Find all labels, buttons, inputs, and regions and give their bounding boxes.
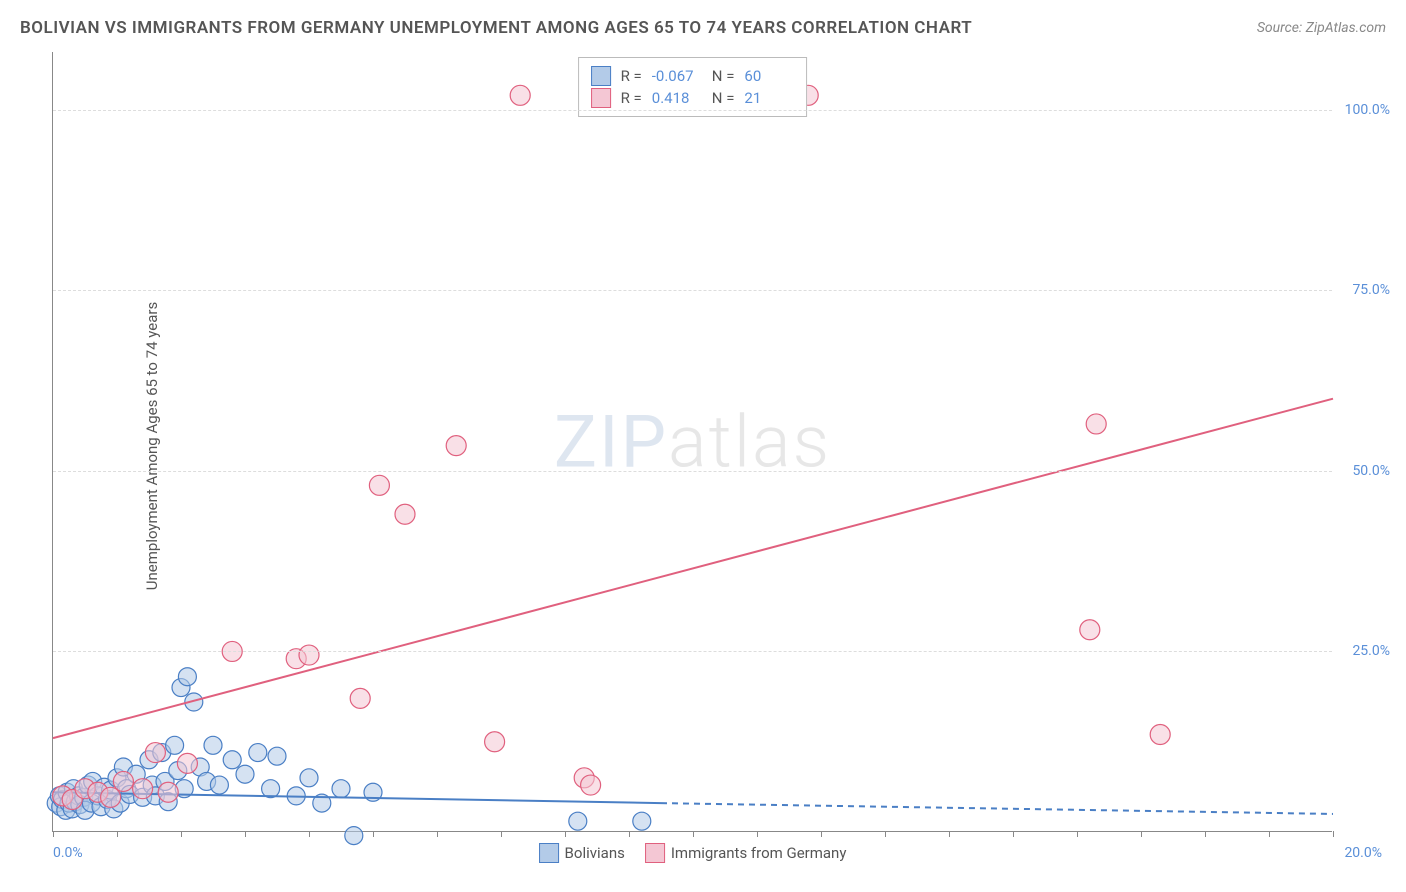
data-point [369,475,389,495]
stats-row: R = -0.067 N = 60 [591,66,795,86]
data-point [158,782,178,802]
x-tick [501,831,502,837]
chart-title: BOLIVIAN VS IMMIGRANTS FROM GERMANY UNEM… [20,18,972,38]
data-point [395,504,415,524]
data-point [350,688,370,708]
x-tick [565,831,566,837]
y-tick-label: 100.0% [1345,102,1390,118]
stats-n-label: N = [712,67,735,85]
data-point [101,787,121,807]
stats-box: R = -0.067 N = 60 R = 0.418 N = 21 [578,57,808,117]
legend-swatch [645,843,665,863]
legend-item: Immigrants from Germany [645,843,847,863]
x-tick [309,831,310,837]
data-point [145,743,165,763]
data-point [223,751,241,769]
data-point [581,775,601,795]
trend-line-extrapolated [661,803,1333,814]
x-tick [1141,831,1142,837]
title-bar: BOLIVIAN VS IMMIGRANTS FROM GERMANY UNEM… [20,18,1386,38]
source-text: Source: ZipAtlas.com [1257,20,1386,36]
data-point [446,436,466,456]
stats-swatch [591,88,611,108]
data-point [166,736,184,754]
x-tick [629,831,630,837]
data-point [633,812,651,830]
data-point [485,732,505,752]
x-tick [437,831,438,837]
x-tick [373,831,374,837]
gridline [53,290,1332,291]
stats-n-value: 60 [744,67,794,85]
x-tick [1205,831,1206,837]
legend-label: Immigrants from Germany [671,844,847,862]
data-point [1086,414,1106,434]
data-point [249,744,267,762]
stats-r-value: -0.067 [652,67,702,85]
data-point [177,753,197,773]
x-tick-max: 20.0% [1344,845,1382,861]
data-point [113,771,133,791]
data-point [300,769,318,787]
stats-r-value: 0.418 [652,89,702,107]
x-tick [1077,831,1078,837]
legend-swatch [539,843,559,863]
data-point [262,780,280,798]
data-point [510,85,530,105]
data-point [236,765,254,783]
x-tick [1013,831,1014,837]
x-tick [821,831,822,837]
legend-item: Bolivians [539,843,625,863]
data-point [178,668,196,686]
x-tick-min: 0.0% [53,845,83,861]
data-point [345,827,363,845]
x-tick [1269,831,1270,837]
data-point [1150,725,1170,745]
x-tick [949,831,950,837]
x-tick [245,831,246,837]
data-point [268,747,286,765]
x-tick [117,831,118,837]
y-tick-label: 75.0% [1352,282,1390,298]
x-tick [53,831,54,837]
stats-swatch [591,66,611,86]
stats-r-label: R = [621,89,642,107]
x-tick [181,831,182,837]
data-point [332,780,350,798]
data-point [1080,620,1100,640]
gridline [53,651,1332,652]
plot-svg [53,52,1332,831]
x-tick [885,831,886,837]
data-point [210,776,228,794]
gridline [53,110,1332,111]
data-point [133,779,153,799]
x-tick [1333,831,1334,837]
data-point [569,812,587,830]
gridline [53,471,1332,472]
stats-n-label: N = [712,89,735,107]
stats-row: R = 0.418 N = 21 [591,88,795,108]
x-tick [693,831,694,837]
y-tick-label: 50.0% [1352,463,1390,479]
legend-label: Bolivians [565,844,625,862]
stats-r-label: R = [621,67,642,85]
data-point [204,736,222,754]
data-point [299,645,319,665]
trend-line [53,399,1333,738]
stats-n-value: 21 [744,89,794,107]
x-tick [757,831,758,837]
plot-area: ZIPatlas R = -0.067N = 60R = 0.418N = 21… [52,52,1332,832]
y-tick-label: 25.0% [1352,643,1390,659]
legend-bottom: Bolivians Immigrants from Germany [539,843,847,863]
